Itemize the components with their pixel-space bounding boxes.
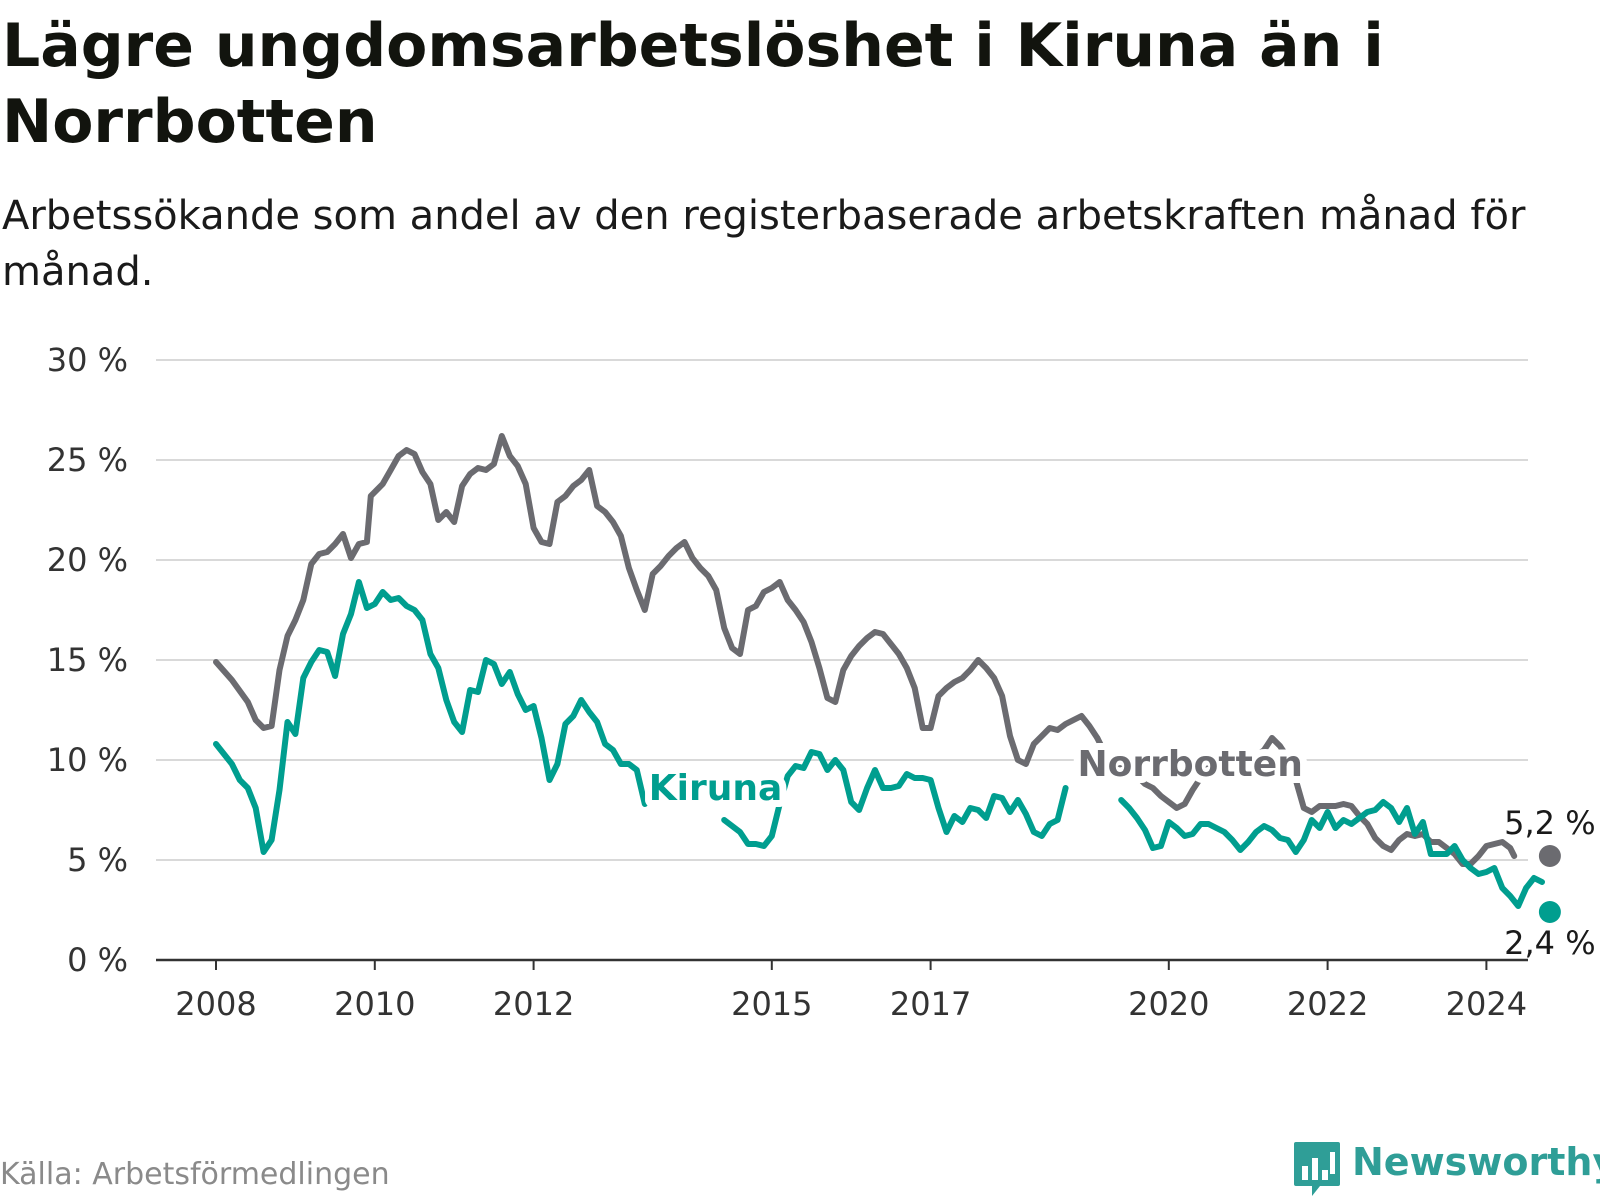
axis-layer: 0 % 5 % 10 % 15 % 20 % 25 % 30 % 2008 2010 2012 20…: [47, 341, 1528, 1023]
norrbotten-end-label: 5,2 %: [1504, 804, 1595, 842]
x-tick-label: 2020: [1128, 985, 1209, 1023]
series-layer: [213, 433, 1545, 909]
x-tick-label: 2022: [1287, 985, 1368, 1023]
grid-layer: [156, 359, 1528, 861]
y-tick-label: 0 %: [67, 941, 128, 979]
series-label-halo: Kiruna: [649, 768, 783, 809]
line-chart: 0 % 5 % 10 % 15 % 20 % 25 % 30 % 2008 2010 2012 20…: [47, 341, 1596, 1023]
kiruna-end-point: [1538, 901, 1561, 923]
kiruna-line: [721, 749, 1069, 849]
x-tick-label: 2012: [493, 985, 574, 1023]
y-tick-label: 5 %: [67, 841, 128, 879]
x-tick-label: 2017: [890, 985, 971, 1023]
kiruna-end-label: 2,4 %: [1504, 924, 1595, 962]
chart-subtitle: Arbetssökande som andel av den registerb…: [2, 193, 1526, 295]
norrbotten-series-label: Norrbotten: [1077, 744, 1302, 785]
norrbotten-line: [213, 433, 1101, 767]
y-tick-label: 15 %: [47, 641, 128, 679]
series-label-halo: Norrbotten: [1077, 744, 1302, 785]
x-tick-label: 2015: [731, 985, 812, 1023]
y-tick-label: 30 %: [47, 341, 128, 379]
newsworthy-logo-icon: [1294, 1142, 1340, 1196]
norrbotten-end-point: [1538, 845, 1561, 867]
y-tick-label: 20 %: [47, 541, 128, 579]
brand-logo: Newsworthy: [1292, 1140, 1600, 1200]
kiruna-series-label: Kiruna: [649, 768, 783, 809]
kiruna-line: [213, 579, 648, 855]
x-tick-label: 2008: [175, 985, 256, 1023]
kiruna-line: [1118, 797, 1545, 909]
x-tick-label: 2010: [334, 985, 415, 1023]
y-tick-label: 25 %: [47, 441, 128, 479]
brand-name: Newsworthy: [1352, 1140, 1600, 1184]
x-tick-label: 2024: [1446, 985, 1527, 1023]
chart-title: Lägre ungdomsarbetslöshet i Kiruna än i …: [2, 11, 1384, 157]
y-tick-label: 10 %: [47, 741, 128, 779]
source-note: Källa: Arbetsförmedlingen: [0, 1157, 390, 1192]
